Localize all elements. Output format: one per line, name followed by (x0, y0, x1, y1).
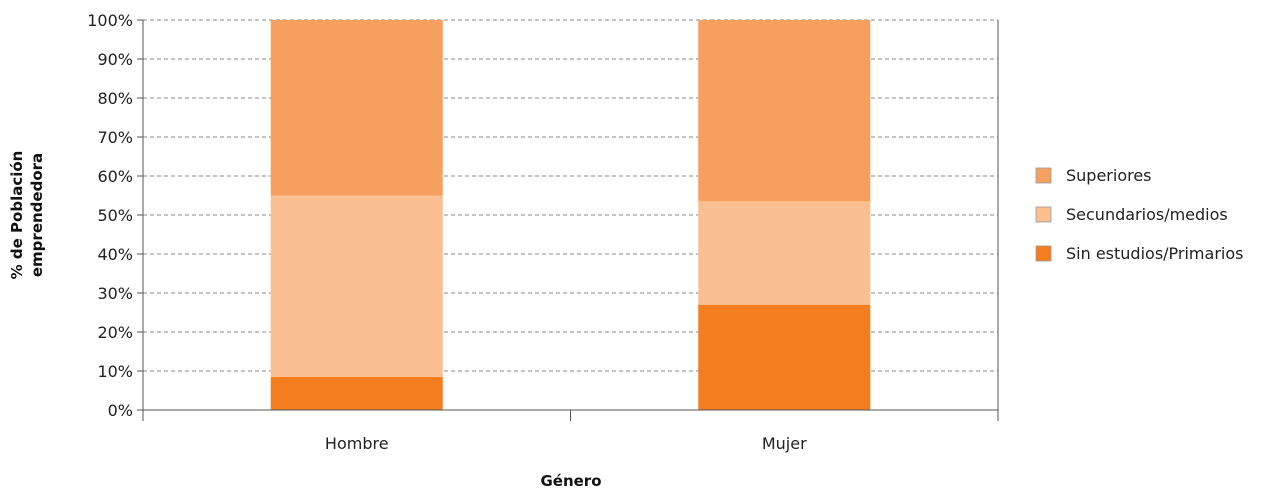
y-tick-labels: 0% 10% 20% 30% 40% 50% 60% 70% 80% 90% 100% (87, 11, 143, 420)
y-tick-label: 70% (97, 128, 133, 147)
legend-label: Sin estudios/Primarios (1066, 244, 1243, 263)
legend-label: Superiores (1066, 166, 1152, 185)
x-tick-label: Mujer (762, 434, 807, 453)
bar-segment (270, 20, 443, 196)
y-tick-label: 50% (97, 206, 133, 225)
legend-swatch (1035, 245, 1052, 262)
y-tick-label: 40% (97, 245, 133, 264)
legend-swatch (1035, 206, 1052, 223)
y-tick-label: 100% (87, 11, 133, 30)
bar-segment (698, 20, 871, 202)
bar-segment (698, 201, 871, 305)
y-axis-title-line-1: % de Población (8, 151, 26, 280)
y-tick-label: 30% (97, 284, 133, 303)
y-tick-label: 90% (97, 50, 133, 69)
x-axis-title: Género (540, 472, 601, 490)
bars (270, 20, 871, 410)
x-tick-labels: Hombre Mujer (325, 434, 807, 453)
legend-swatch (1035, 167, 1052, 184)
bar-segment (270, 195, 443, 377)
bar-segment (270, 376, 443, 410)
y-tick-label: 80% (97, 89, 133, 108)
y-tick-label: 60% (97, 167, 133, 186)
y-tick-label: 10% (97, 362, 133, 381)
bar-segment (698, 304, 871, 410)
y-tick-label: 20% (97, 323, 133, 342)
x-tick-label: Hombre (325, 434, 389, 453)
y-axis-title-line-2: emprendedora (28, 153, 46, 277)
legend: Superiores Secundarios/medios Sin estudios… (1035, 166, 1243, 263)
y-tick-label: 0% (108, 401, 133, 420)
legend-label: Secundarios/medios (1066, 205, 1228, 224)
